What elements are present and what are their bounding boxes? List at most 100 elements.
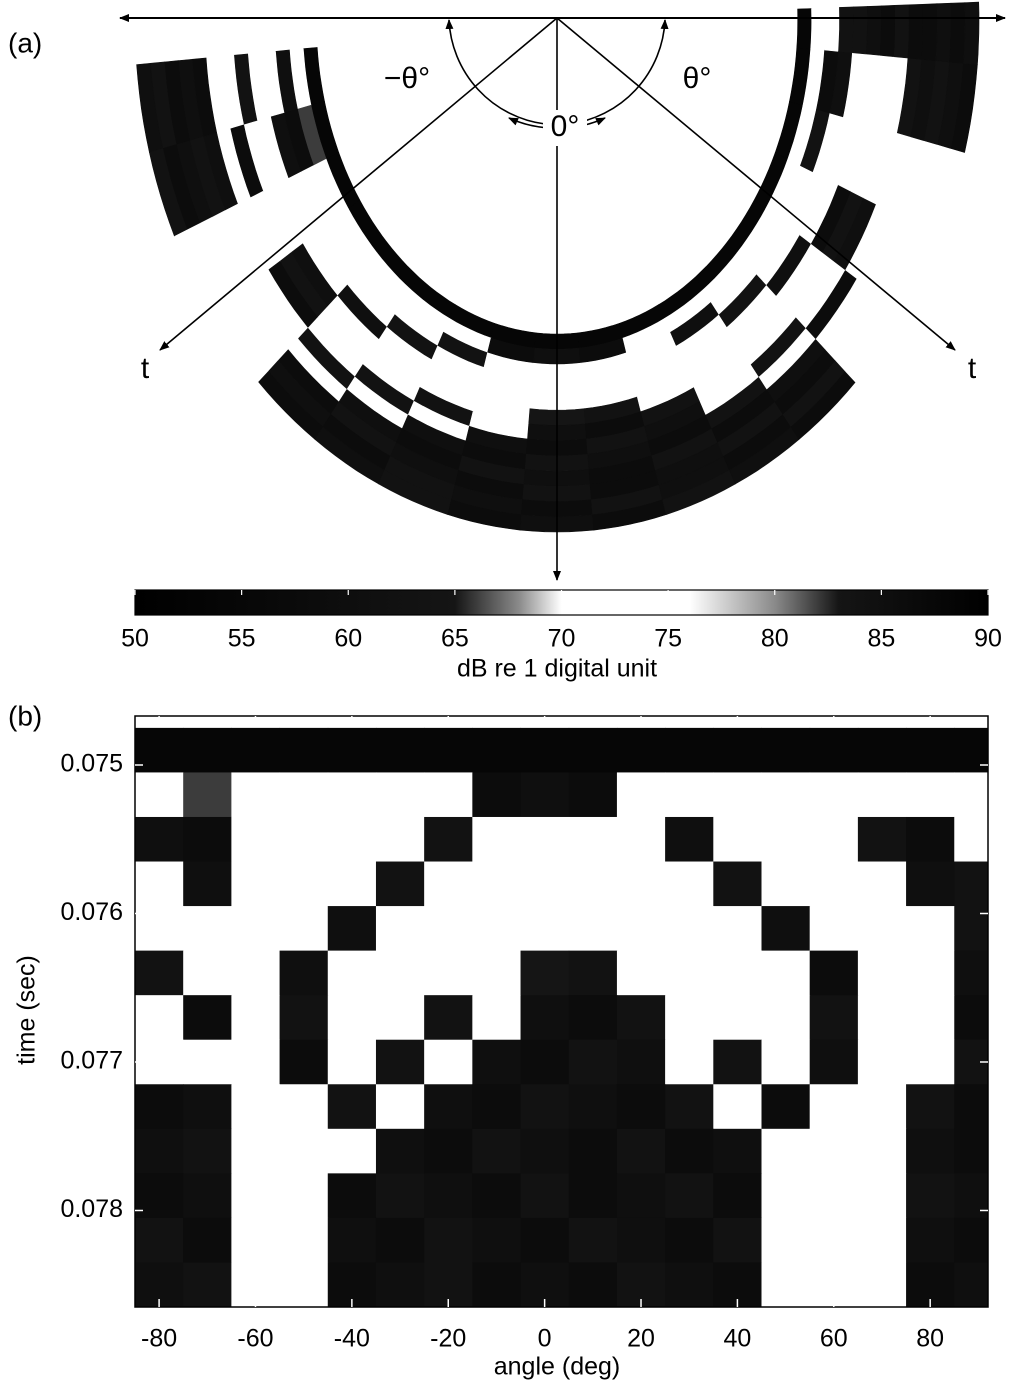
heatmap-cell — [520, 906, 570, 952]
heatmap-cell — [761, 1039, 811, 1085]
heatmap-cell — [327, 1039, 377, 1085]
heatmap-cell — [616, 816, 666, 863]
heatmap-cell — [472, 1039, 522, 1085]
polar-cell — [935, 2, 952, 63]
polar-cell — [963, 1, 980, 65]
heatmap-cell — [472, 995, 522, 1041]
y-tick-label: 0.078 — [60, 1195, 123, 1223]
heatmap-cell — [713, 950, 762, 996]
heatmap-cell — [520, 1217, 570, 1263]
colorbar-tick-label: 50 — [121, 625, 149, 653]
heatmap-cell — [183, 861, 232, 907]
heatmap-cell — [183, 906, 232, 952]
heatmap-cell — [857, 1084, 907, 1130]
heatmap-cell — [713, 906, 762, 952]
heatmap-cell — [231, 906, 281, 952]
heatmap-cell — [472, 1084, 522, 1130]
heatmap-cell — [713, 816, 762, 863]
heatmap-cell — [761, 950, 811, 996]
heatmap-cell — [472, 1262, 522, 1308]
heatmap-cell — [713, 772, 762, 818]
heatmap-cell — [568, 861, 618, 907]
heatmap-cell — [616, 727, 666, 773]
heatmap-cell — [472, 950, 522, 996]
polar-cell — [949, 2, 966, 64]
heatmap-cell — [327, 1128, 377, 1174]
heatmap-cell — [424, 1128, 473, 1174]
heatmap-cell — [327, 727, 377, 773]
heatmap-cell — [616, 861, 666, 907]
heatmap-cell — [665, 995, 714, 1041]
heatmap-cell — [568, 1039, 618, 1085]
heatmap-cell — [568, 1262, 618, 1308]
polar-panel — [136, 1, 980, 533]
heatmap-cell — [568, 727, 618, 773]
heatmap-cell — [183, 1262, 232, 1308]
heatmap-cell — [327, 1217, 377, 1263]
heatmap-cell — [954, 1128, 989, 1174]
heatmap-cell — [375, 1084, 425, 1130]
heatmap-cell — [761, 1128, 811, 1174]
annotation: θ° — [683, 62, 712, 95]
heatmap-cell — [568, 772, 618, 818]
heatmap-cell — [327, 906, 377, 952]
heatmap-cell — [713, 1217, 762, 1263]
heatmap-cell — [809, 950, 859, 996]
x-tick-label: 40 — [723, 1325, 751, 1353]
heatmap-cell — [135, 861, 184, 907]
axis-arrow — [556, 17, 956, 351]
heatmap-cell — [472, 816, 522, 863]
heatmap-cell — [665, 861, 714, 907]
heatmap-cell — [135, 727, 184, 773]
heatmap-cell — [183, 995, 232, 1041]
heatmap-cell — [809, 772, 859, 818]
heatmap-cell — [279, 1173, 329, 1219]
heatmap-cell — [665, 772, 714, 818]
heatmap-cell — [279, 1217, 329, 1263]
heatmap-cell — [520, 727, 570, 773]
heatmap-cell — [375, 772, 425, 818]
heatmap-cell — [809, 1217, 859, 1263]
heatmap-cell — [231, 1128, 281, 1174]
heatmap-cell — [135, 1039, 184, 1085]
heatmap-cell — [231, 816, 281, 863]
heatmap-cell — [183, 1217, 232, 1263]
heatmap-cell — [135, 1084, 184, 1130]
heatmap-cell — [231, 950, 281, 996]
heatmap-cell — [761, 1173, 811, 1219]
heatmap-cell — [616, 1217, 666, 1263]
heatmap-cell — [231, 1039, 281, 1085]
heatmap-cell — [327, 995, 377, 1041]
annotation: −θ° — [384, 62, 430, 95]
heatmap-cell — [761, 995, 811, 1041]
heatmap-cell — [183, 1128, 232, 1174]
heatmap-cell — [665, 906, 714, 952]
polar-cell — [921, 3, 938, 61]
heatmap-cell — [231, 772, 281, 818]
heatmap-cell — [375, 1173, 425, 1219]
polar-cell — [810, 7, 826, 51]
heatmap-cell — [761, 727, 811, 773]
heatmap-cell — [713, 1173, 762, 1219]
heatmap-cell — [906, 995, 955, 1041]
heatmap-cell — [424, 772, 473, 818]
heatmap-cell — [327, 950, 377, 996]
heatmap-cell — [616, 995, 666, 1041]
heatmap-cell — [906, 950, 955, 996]
heatmap-cell — [568, 816, 618, 863]
y-axis-label: time (sec) — [13, 955, 41, 1065]
heatmap-cell — [954, 816, 989, 863]
heatmap-cell — [713, 861, 762, 907]
heatmap-cell — [906, 1084, 955, 1130]
heatmap-cell — [279, 1128, 329, 1174]
heatmap-cell — [375, 995, 425, 1041]
panel-label: (b) — [8, 700, 42, 731]
heatmap-cell — [135, 1173, 184, 1219]
heatmap-cell — [809, 1039, 859, 1085]
heatmap-cell — [954, 1173, 989, 1219]
heatmap-cell — [954, 995, 989, 1041]
heatmap-cell — [472, 1128, 522, 1174]
heatmap-cell — [713, 995, 762, 1041]
heatmap-cell — [279, 861, 329, 907]
